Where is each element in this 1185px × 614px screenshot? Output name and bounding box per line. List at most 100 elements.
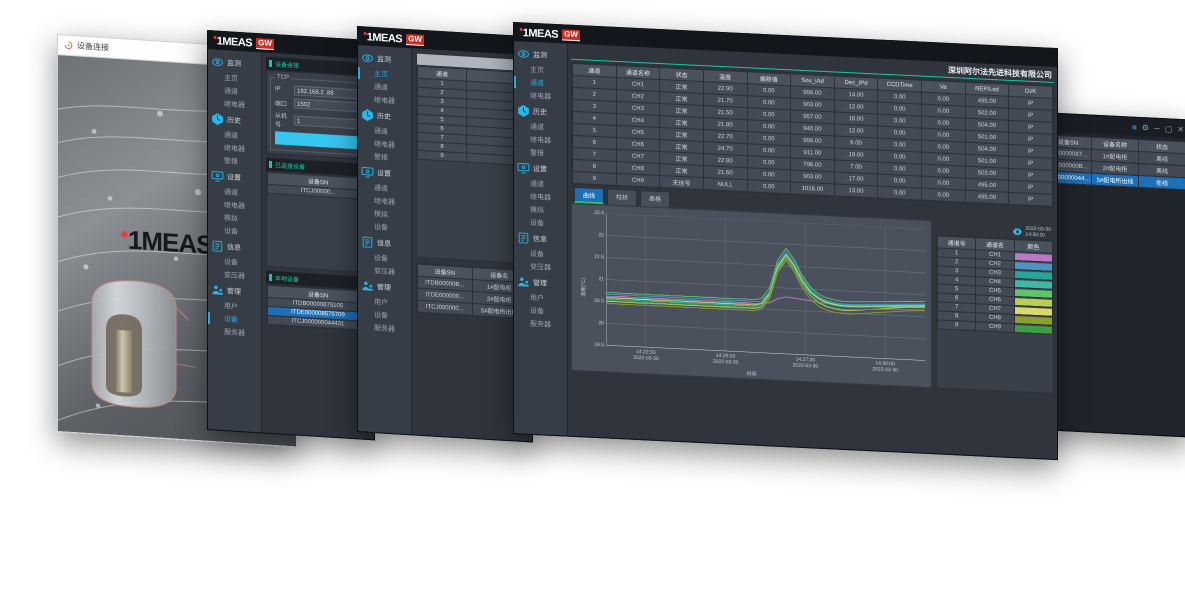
panel-local-devices: 本地设备 设备SN ITDB00000875105 ITDE000008575709… bbox=[266, 270, 370, 333]
sidebar-group-1[interactable]: 历史 bbox=[208, 110, 261, 130]
sidebar-group-2[interactable]: 设置 bbox=[358, 163, 411, 183]
chart-legend[interactable]: 通道号 通道名 颜色 1 CH1 2 CH2 3 CH3 4 CH4 5 CH5 6 CH6 7 CH7 8 CH8… bbox=[936, 234, 1054, 394]
sidebar-group-4[interactable]: 管理 bbox=[514, 273, 567, 293]
sidebar-group-0[interactable]: 监测 bbox=[358, 49, 411, 69]
sidebar-group-label: 管理 bbox=[227, 287, 241, 296]
field-slave[interactable]: 从机号 1 bbox=[275, 110, 361, 133]
minimize-icon[interactable]: ─ bbox=[1154, 123, 1160, 133]
sidebar-item-2-0[interactable]: 通道 bbox=[530, 180, 544, 189]
legend-name: CH9 bbox=[975, 321, 1015, 333]
y-tick-1: 22 bbox=[598, 232, 604, 239]
brand-logo: ●1MEAS bbox=[363, 30, 403, 46]
sidebar-group-0[interactable]: 监测 bbox=[208, 53, 261, 73]
splash-window[interactable]: 设备连接 bbox=[57, 34, 297, 448]
sidebar-item-1-2[interactable]: 警报 bbox=[530, 149, 544, 158]
splash-body: ●1MEAS bbox=[58, 55, 296, 447]
gear-icon[interactable] bbox=[1013, 227, 1023, 236]
sidebar-monitor[interactable]: 监测 主页 通道 继电器 历史 通道 继电器 警报 设置 通道 继电器 模拟 设备 信息 设备 变压器 管理 用户… bbox=[514, 41, 568, 436]
connected-devices-table[interactable]: 设备SN ITCJ00000... bbox=[266, 170, 370, 274]
tab-0[interactable]: 曲线 bbox=[574, 186, 605, 205]
sidebar-item-4-2[interactable]: 服务器 bbox=[530, 320, 551, 329]
sidebar-item-2-2[interactable]: 模拟 bbox=[530, 206, 544, 215]
accent-bar-icon bbox=[269, 59, 272, 68]
monitor-channel-table[interactable]: 通道 通道名称 状态 温度 偏移值 Sou_iAd Dec_tPd CCDTime Va NEP/… bbox=[571, 61, 1054, 208]
sidebar-group-3[interactable]: 信息 bbox=[208, 237, 261, 257]
sidebar-item-1-0[interactable]: 通道 bbox=[530, 123, 544, 132]
sidebar-item-4-2[interactable]: 服务器 bbox=[374, 325, 395, 334]
sidebar-group-4[interactable]: 管理 bbox=[208, 281, 261, 301]
slave-input[interactable]: 1 bbox=[294, 115, 361, 130]
x-tick-1: 14:25:00 2022-03-30 bbox=[712, 352, 739, 367]
x-tick-0: 14:22:30 2022-03-30 bbox=[633, 348, 659, 363]
accent-bar-icon bbox=[269, 273, 272, 282]
sidebar-item-4-1[interactable]: 设备 bbox=[530, 307, 544, 316]
history-icon bbox=[361, 108, 374, 122]
sidebar-item-3-1[interactable]: 变压器 bbox=[530, 263, 551, 272]
sidebar-group-label: 管理 bbox=[533, 279, 547, 288]
sidebar-item-4-0[interactable]: 用户 bbox=[530, 294, 544, 303]
sidebar-item-0-2[interactable]: 继电器 bbox=[530, 92, 551, 101]
sidebar-group-3[interactable]: 信息 bbox=[358, 233, 411, 253]
sidebar-group-2[interactable]: 设置 bbox=[514, 159, 567, 179]
monitor-window[interactable]: ●1MEAS GW 监测 主页 通道 继电器 历史 通道 继电器 警报 设置 通道 继电器 模拟 设备信… bbox=[513, 22, 1058, 461]
device-list-body: 设备SN 设备名称 状态 ITDB0000087510 1#配电柜 离线 ITDE00000… bbox=[1041, 131, 1185, 193]
y-tick-3: 21 bbox=[598, 276, 604, 283]
sidebar-item-1-1[interactable]: 继电器 bbox=[530, 136, 551, 145]
sidebar-group-1[interactable]: 历史 bbox=[514, 102, 567, 122]
connect-window[interactable]: ●1MEAS GW 监测 主页 通道 继电器 历史 通道 继电器 警报 设置 通道 继电器 模拟 设备信… bbox=[207, 30, 375, 441]
home-channel-table[interactable]: 通道 1 2 3 4 5 6 7 8 9 bbox=[416, 52, 528, 265]
sidebar-item-0-1[interactable]: 通道 bbox=[514, 76, 567, 91]
panel-connected-title: 已连接设备 bbox=[275, 163, 306, 172]
cell-0: ITCJ000000... bbox=[417, 300, 472, 316]
sidebar-group-label: 信息 bbox=[533, 235, 547, 244]
panel-local-title: 本地设备 bbox=[275, 276, 300, 284]
y-tick-5: 20 bbox=[598, 320, 604, 327]
port-input[interactable]: 1502 bbox=[294, 98, 361, 113]
close-icon[interactable]: ✕ bbox=[1177, 124, 1184, 134]
home-device-table[interactable]: 设备SN 设备名 ITDB00000B... 1#配电柜 ITDE000000... 2#… bbox=[416, 262, 528, 321]
ip-input[interactable]: 192.168.2 .88 bbox=[294, 85, 361, 100]
sidebar-group-4[interactable]: 管理 bbox=[358, 277, 411, 297]
brand-logo: ●1MEAS bbox=[519, 25, 559, 41]
sidebar-item-4-2[interactable]: 服务器 bbox=[224, 329, 245, 338]
sidebar-item-2-1[interactable]: 继电器 bbox=[530, 193, 551, 202]
sensor-cylinder-graphic bbox=[91, 280, 196, 408]
y-tick-4: 20.5 bbox=[594, 297, 604, 305]
cell-7: 0.00 bbox=[877, 186, 922, 201]
local-devices-table[interactable]: 设备SN ITDB00000875105 ITDE000008575709 ITCJ0… bbox=[266, 283, 370, 333]
home-window[interactable]: ●1MEAS GW 监测 主页 通道 继电器 历史 通道 继电器 警报 设置 通道 继电器 模拟 设备信… bbox=[357, 26, 533, 443]
window-controls[interactable]: ■ ⚙ ─ ▢ ✕ bbox=[1132, 122, 1184, 134]
sidebar-group-3[interactable]: 信息 bbox=[514, 229, 567, 249]
sidebar-group-label: 历史 bbox=[533, 108, 547, 117]
sidebar-connect[interactable]: 监测 主页 通道 继电器 历史 通道 继电器 警报 设置 通道 继电器 模拟 设备 信息 设备 变压器 管理 用户… bbox=[208, 49, 262, 433]
chart-plot-area: 22.5 22 21.5 21 20.5 20 19.5 14:22:30 2022-03-30… bbox=[594, 210, 925, 374]
sidebar-group-1[interactable]: 历史 bbox=[358, 106, 411, 126]
history-icon bbox=[517, 104, 530, 118]
sidebar-group-2[interactable]: 设置 bbox=[208, 167, 261, 187]
user-admin-icon bbox=[211, 283, 224, 297]
sidebar-group-label: 历史 bbox=[227, 116, 241, 125]
monitor-icon bbox=[517, 47, 530, 61]
connect-button[interactable] bbox=[275, 131, 361, 150]
sidebar-item-0-0[interactable]: 主页 bbox=[530, 66, 544, 75]
sidebar-group-label: 监测 bbox=[377, 55, 391, 64]
sidebar-item-3-0[interactable]: 设备 bbox=[530, 250, 544, 259]
sidebar-group-0[interactable]: 监测 bbox=[514, 45, 567, 65]
y-tick-0: 22.5 bbox=[594, 209, 604, 217]
line-chart[interactable]: 温度(°C) 时间 22.5 22 21.5 21 20.5 20 19.5 14:22:30… bbox=[571, 202, 932, 389]
maximize-icon[interactable]: ▢ bbox=[1164, 123, 1173, 134]
port-label: 端口 bbox=[275, 100, 288, 108]
device-list-window[interactable]: ■ ⚙ ─ ▢ ✕ 设备SN 设备名称 状态 ITDB0000087510 1#配电柜离… bbox=[1040, 112, 1185, 438]
x-tick-2: 14:27:30 2022-03-30 bbox=[792, 356, 819, 370]
sidebar-home[interactable]: 监测 主页 通道 继电器 历史 通道 继电器 警报 设置 通道 继电器 模拟 设备 信息 设备 变压器 管理 用户… bbox=[358, 45, 412, 435]
gear-icon[interactable]: ⚙ bbox=[1141, 122, 1150, 132]
tcp-fieldset: TCP IP 192.168.2 .88 端口 1502 bbox=[270, 73, 366, 156]
tab-1[interactable]: 柱状 bbox=[607, 188, 638, 206]
settings-icon bbox=[361, 165, 374, 179]
sidebar-item-2-3[interactable]: 设备 bbox=[530, 219, 544, 228]
legend-color-cell bbox=[1014, 323, 1053, 335]
tab-2[interactable]: 表格 bbox=[640, 190, 671, 208]
chart-y-axis-label: 温度(°C) bbox=[580, 277, 587, 298]
sidebar-group-label: 信息 bbox=[227, 243, 241, 252]
cell-5: 1016.00 bbox=[790, 181, 835, 196]
